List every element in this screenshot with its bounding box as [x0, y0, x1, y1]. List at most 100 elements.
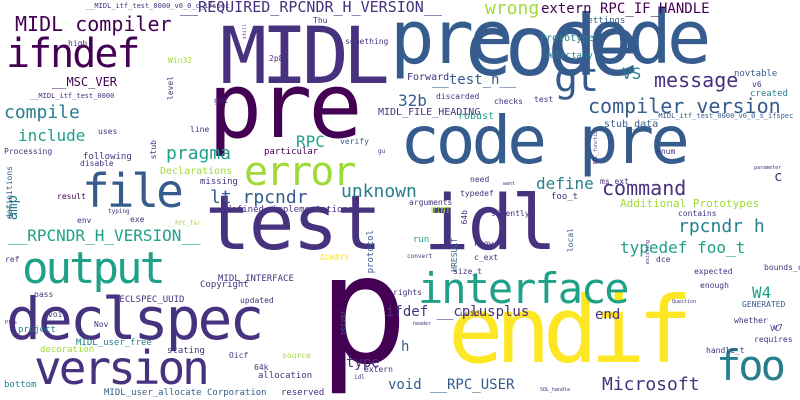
- cloud-word: Nov: [94, 320, 109, 329]
- cloud-word: MIDL_user_allocate: [104, 388, 202, 398]
- cloud-word: MIDL_INTERFACE: [218, 274, 294, 284]
- cloud-word: requires: [754, 335, 793, 344]
- cloud-word: HRESULT: [450, 238, 459, 272]
- cloud-word: end: [595, 307, 621, 323]
- cloud-word: code pre: [400, 102, 690, 179]
- cloud-word: MIDL_FILE_HEADING: [378, 107, 481, 118]
- cloud-word: test: [534, 95, 554, 104]
- cloud-word: foo: [716, 341, 786, 390]
- cloud-word: know: [474, 239, 494, 248]
- cloud-word: 2p8: [269, 54, 284, 63]
- cloud-word: command: [602, 176, 687, 200]
- cloud-word: test idl: [205, 178, 557, 267]
- cloud-word: MIDL compiler: [15, 12, 172, 36]
- cloud-word: disable: [80, 159, 114, 168]
- cloud-word: code: [462, 0, 640, 95]
- cloud-word: Thu: [313, 16, 328, 25]
- cloud-word: __MSC_VER: [52, 75, 118, 89]
- cloud-word: handle_t: [706, 346, 745, 355]
- cloud-word: ref: [5, 255, 20, 264]
- cloud-word: stating: [167, 346, 205, 356]
- cloud-word: v7: [773, 323, 783, 332]
- cloud-word: ifdef __cplusplus: [386, 304, 530, 320]
- cloud-word: v6: [752, 80, 762, 89]
- cloud-word: endif: [448, 277, 693, 384]
- cloud-word: defined: [226, 205, 264, 215]
- cloud-word: __RPCNDR_H_VERSION__: [8, 226, 201, 245]
- cloud-word: following: [83, 152, 132, 162]
- cloud-word: ms_ext: [600, 177, 629, 186]
- cloud-word: h: [401, 339, 410, 355]
- cloud-word: __MIDL_itf_test_0000_v0_0_c_ifspec: [86, 2, 230, 10]
- cloud-word: __MIDL_itf_test_0000_v0_0_s_ifspec: [650, 112, 794, 120]
- cloud-word: GENERATED: [742, 300, 786, 309]
- cloud-word: typing: [108, 208, 130, 215]
- cloud-word: gt: [554, 55, 599, 101]
- cloud-word: gu: [378, 148, 386, 155]
- cloud-word: void __RPC_USER: [388, 377, 515, 393]
- cloud-word: Processing: [4, 147, 53, 156]
- cloud-word: existing: [645, 240, 651, 265]
- cloud-word: Oicf: [229, 351, 249, 360]
- cloud-word: include: [18, 126, 86, 145]
- cloud-word: define: [536, 174, 594, 193]
- cloud-word: silently: [491, 209, 530, 218]
- cloud-word: high: [68, 39, 88, 48]
- cloud-word: bottom: [4, 380, 37, 390]
- cloud-word: arguments: [409, 198, 453, 207]
- cloud-word: extern RPC_IF_HANDLE: [541, 1, 710, 17]
- cloud-word: novtable: [734, 69, 778, 79]
- cloud-word: pragma: [166, 143, 232, 164]
- cloud-word: interface: [418, 264, 630, 313]
- cloud-word: convert: [407, 253, 433, 260]
- cloud-word: rpcndr h: [678, 216, 765, 237]
- cloud-word: Win32: [168, 56, 193, 65]
- cloud-word: result: [57, 192, 86, 201]
- cloud-word: version: [34, 341, 210, 395]
- cloud-word: updated: [240, 296, 274, 305]
- cloud-word: uuid: [460, 309, 480, 318]
- cloud-word: particular: [264, 147, 319, 157]
- cloud-word: __RPC_far: [168, 220, 201, 227]
- cloud-word: pass: [34, 290, 54, 299]
- cloud-word: idl: [354, 374, 365, 381]
- cloud-word: bounds_check: [764, 263, 800, 272]
- cloud-word: parameter: [754, 165, 782, 171]
- cloud-word: verify: [340, 137, 369, 146]
- cloud-word: discarded: [436, 92, 480, 101]
- cloud-word: line: [190, 125, 210, 134]
- cloud-word: 64b: [460, 210, 469, 225]
- cloud-word: dce: [656, 255, 671, 264]
- cloud-word: implementations: [272, 205, 354, 215]
- cloud-word: decoration: [40, 345, 95, 355]
- cloud-word: something: [345, 37, 389, 46]
- cloud-word: enough: [700, 281, 729, 290]
- cloud-word: expected: [694, 267, 733, 276]
- cloud-word: MIDL: [220, 12, 390, 102]
- cloud-word: level: [166, 76, 175, 101]
- cloud-word: Declarations: [160, 166, 233, 177]
- cloud-word: robust: [458, 111, 495, 122]
- cloud-word: checks: [494, 97, 523, 106]
- cloud-word: c_ext: [474, 253, 499, 262]
- cloud-word: Plus: [5, 320, 18, 326]
- cloud-word: settings: [582, 16, 626, 26]
- cloud-word: lt rpcndr: [210, 187, 308, 208]
- cloud-word: rights: [393, 288, 422, 297]
- cloud-word: RPC_function: [593, 128, 599, 165]
- cloud-word: want: [503, 181, 516, 187]
- cloud-word: Microsoft: [602, 374, 700, 395]
- cloud-word: size_t: [453, 267, 482, 276]
- cloud-word: __MIDL_itf_test_0000: [30, 92, 115, 100]
- cloud-word: 64k: [254, 363, 269, 372]
- cloud-word: ALWAYS: [320, 253, 349, 262]
- cloud-word: allocation: [258, 371, 313, 381]
- cloud-word: SOL_handle: [540, 387, 571, 393]
- cloud-word: exe: [130, 215, 145, 224]
- cloud-word: reserved: [281, 388, 325, 398]
- cloud-word: c: [774, 169, 783, 185]
- cloud-word: env: [77, 216, 92, 225]
- cloud-word: stub: [149, 140, 158, 160]
- cloud-word: enum: [656, 147, 676, 156]
